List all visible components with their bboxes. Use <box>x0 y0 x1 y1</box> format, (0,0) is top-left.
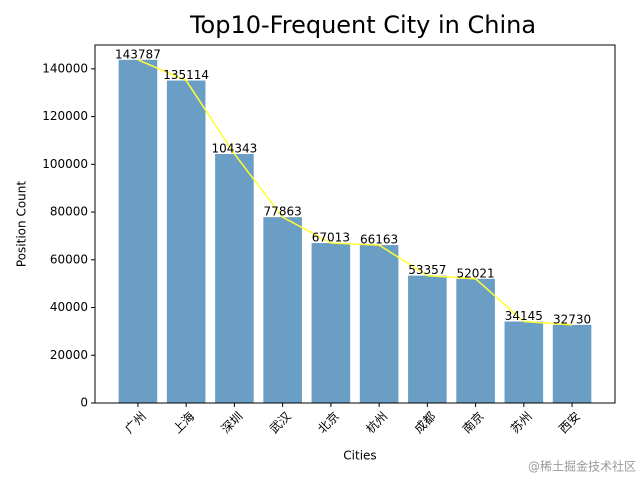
watermark: @稀土掘金技术社区 <box>528 459 636 474</box>
x-tick-label: 杭州 <box>363 408 391 436</box>
chart-title: Top10-Frequent City in China <box>189 11 536 39</box>
value-label: 34145 <box>505 309 543 323</box>
value-label: 32730 <box>553 312 591 326</box>
y-tick-label: 20000 <box>50 348 88 362</box>
bar <box>166 80 206 403</box>
y-tick-label: 120000 <box>42 109 88 123</box>
value-label: 104343 <box>212 141 258 155</box>
bar <box>504 321 544 403</box>
value-label: 67013 <box>312 231 350 245</box>
bar <box>552 324 592 403</box>
value-label: 77863 <box>264 205 302 219</box>
x-tick-label: 北京 <box>315 409 342 436</box>
y-tick-label: 0 <box>80 396 88 410</box>
x-tick-label: 武汉 <box>267 409 294 436</box>
value-label: 53357 <box>408 263 446 277</box>
x-tick-label: 上海 <box>170 408 198 436</box>
y-tick-label: 80000 <box>50 205 88 219</box>
bar <box>215 153 254 403</box>
x-tick-label: 苏州 <box>508 409 535 436</box>
trend-line <box>137 59 573 326</box>
y-tick-label: 140000 <box>42 61 88 75</box>
x-tick-label: 西安 <box>556 408 584 436</box>
bar <box>118 59 158 403</box>
bar <box>263 217 302 403</box>
value-label: 143787 <box>115 47 161 61</box>
x-axis-label: Cities <box>343 449 376 463</box>
x-tick-label: 深圳 <box>219 409 246 436</box>
x-tick-label: 南京 <box>459 408 487 436</box>
x-tick-label: 广州 <box>122 409 149 436</box>
y-axis-label: Position Count <box>15 181 29 267</box>
bar <box>311 243 351 403</box>
y-tick-label: 60000 <box>50 252 88 266</box>
value-label: 135114 <box>163 68 209 82</box>
bar <box>359 245 399 403</box>
bar <box>456 278 495 403</box>
y-tick-label: 40000 <box>50 300 88 314</box>
y-tick-label: 100000 <box>42 157 88 171</box>
bar <box>408 275 447 403</box>
value-label: 66163 <box>360 233 398 247</box>
axes-frame <box>94 44 616 404</box>
x-tick-label: 成都 <box>412 409 439 436</box>
value-label: 52021 <box>456 266 494 280</box>
